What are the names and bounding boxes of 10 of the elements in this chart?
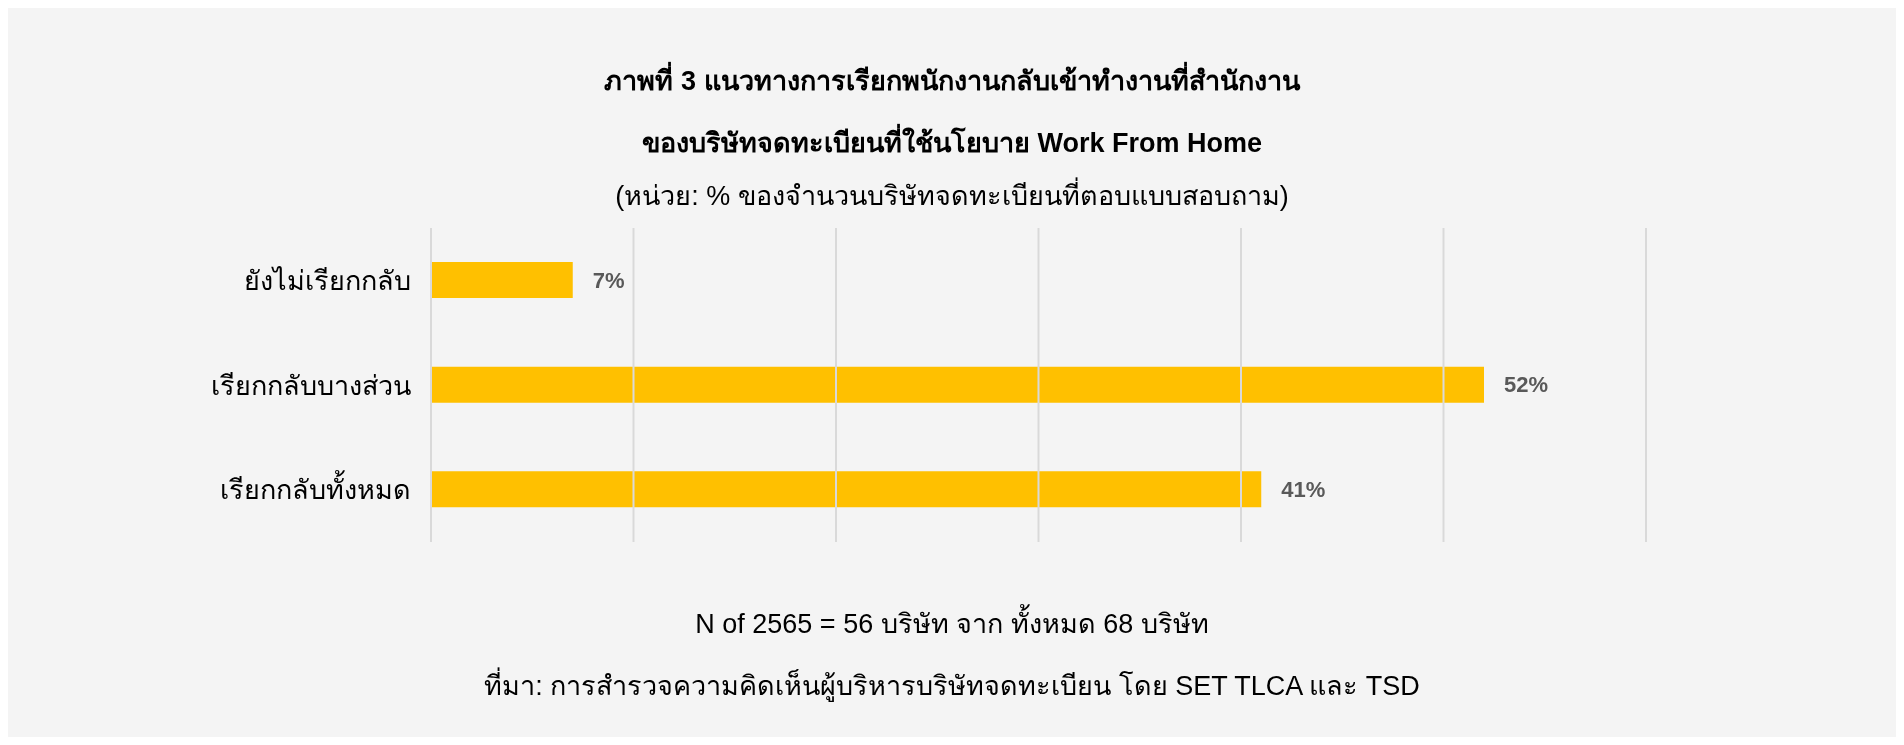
y-tick-label: เรียกกลับทั้งหมด	[220, 470, 411, 506]
y-tick-label: เรียกกลับบางส่วน	[211, 370, 411, 401]
text: ที่มา: การสำรวจความคิดเห็นผู้บริหารบริษัทจดทะเบียน โดย SET TLCA และ TSD	[483, 666, 1421, 704]
data-label: 41%	[1281, 477, 1326, 503]
data-label: 52%	[1504, 372, 1549, 398]
y-tick-label: ยังไม่เรียกกลับ	[244, 265, 411, 296]
data-label: 7%	[592, 267, 625, 293]
chart-title: ภาพที่ 3 แนวทางการเรียกพนักงานกลับเข้าทำงานที่สำนักงาน ของบริษัทจดทะเบียนที่ใช้นโยบาย Work From Home	[603, 61, 1302, 160]
text: N of 2565 = 56 บริษัท จาก ทั้งหมด 68 บริษัท	[694, 603, 1210, 641]
chart-subtitle: (หน่วย: % ของจำนวนบริษัทจดทะเบียนที่ตอบแบบสอบถาม)	[614, 176, 1290, 213]
